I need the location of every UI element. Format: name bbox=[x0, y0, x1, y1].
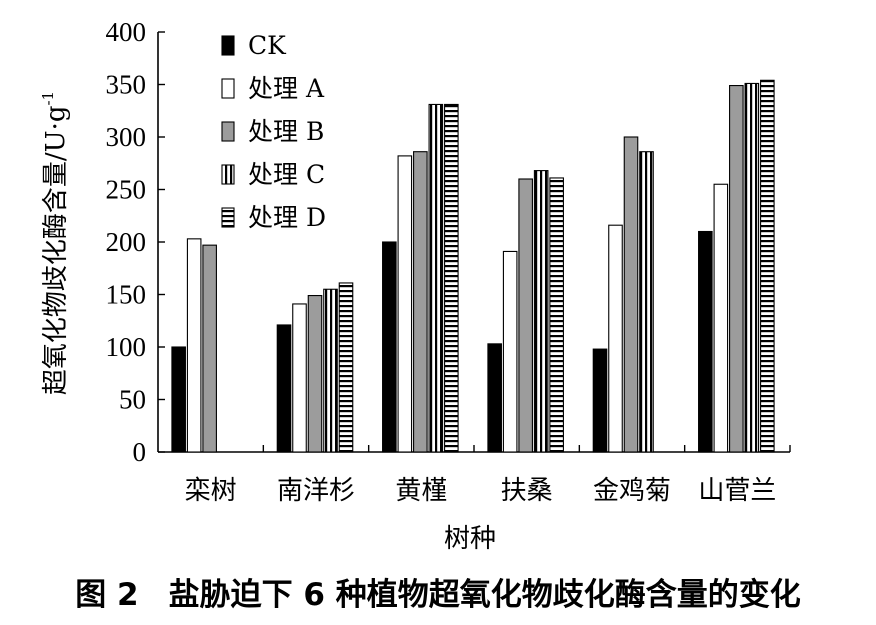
bar-3-4 bbox=[518, 178, 533, 453]
bar-2-2 bbox=[292, 303, 307, 453]
legend-swatch bbox=[221, 207, 235, 228]
bar-5-6 bbox=[760, 79, 775, 453]
bar-1-6 bbox=[698, 230, 713, 453]
legend-swatch bbox=[221, 35, 235, 56]
bar-1-2 bbox=[276, 324, 292, 453]
y-tick-label: 250 bbox=[106, 175, 147, 205]
legend-label: CK bbox=[248, 31, 287, 60]
y-tick-label: 350 bbox=[106, 70, 147, 100]
x-tick-label: 栾树 bbox=[185, 476, 237, 506]
bar-2-6 bbox=[713, 183, 729, 453]
bar-3-3 bbox=[413, 151, 428, 453]
figure-caption-label: 图 2 bbox=[75, 577, 138, 613]
bar-2-1 bbox=[186, 238, 202, 453]
bar-2-5 bbox=[608, 224, 623, 453]
x-tick-label: 扶桑 bbox=[501, 476, 553, 506]
figure-caption: 图 2 盐胁迫下 6 种植物超氧化物歧化酶含量的变化 bbox=[75, 577, 801, 613]
y-axis-title-superscript: -1 bbox=[39, 91, 57, 106]
figure-caption-text: 盐胁迫下 6 种植物超氧化物歧化酶含量的变化 bbox=[169, 577, 801, 613]
legend-swatch bbox=[221, 78, 235, 99]
x-axis-title: 树种 bbox=[444, 524, 496, 554]
y-axis-title: 超氧化物歧化酶含量/U·g-1 bbox=[39, 91, 71, 395]
bar-5-4 bbox=[549, 177, 564, 453]
bar-4-6 bbox=[744, 82, 760, 453]
bar-5-2 bbox=[338, 282, 354, 453]
x-tick-label: 金鸡菊 bbox=[593, 476, 671, 506]
axes: 0 50 100 150 200 250 300 350 400 栾树 南洋杉 黄槿 扶桑 金鸡菊 山菅兰 bbox=[106, 17, 791, 506]
y-tick-label: 400 bbox=[106, 17, 147, 47]
x-tick-label: 山菅兰 bbox=[698, 476, 776, 506]
bar-2-3 bbox=[397, 155, 413, 453]
bar-5-3 bbox=[444, 103, 459, 453]
bar-3-5 bbox=[623, 136, 639, 453]
legend-label: 处理 D bbox=[248, 203, 326, 232]
y-tick-label: 0 bbox=[133, 437, 147, 467]
bar-3-1 bbox=[202, 244, 217, 453]
legend: CK 处理 A 处理 B 处理 C 处理 D bbox=[221, 31, 326, 232]
bar-4-2 bbox=[323, 288, 338, 453]
bar-4-4 bbox=[533, 170, 549, 453]
legend-label: 处理 C bbox=[248, 160, 325, 189]
bar-4-5 bbox=[639, 151, 654, 453]
bar-3-2 bbox=[307, 294, 323, 453]
bar-1-1 bbox=[171, 346, 186, 453]
y-tick-label: 300 bbox=[106, 122, 147, 152]
y-tick-label: 150 bbox=[106, 280, 147, 310]
bar-1-3 bbox=[382, 241, 397, 453]
bars bbox=[171, 79, 775, 453]
bar-1-5 bbox=[592, 348, 608, 453]
x-tick-label: 南洋杉 bbox=[277, 476, 355, 506]
y-tick-label: 200 bbox=[106, 227, 147, 257]
bar-4-3 bbox=[428, 103, 444, 453]
bar-1-4 bbox=[487, 343, 502, 453]
legend-swatch bbox=[221, 164, 235, 185]
y-tick-label: 50 bbox=[119, 385, 146, 415]
bar-2-4 bbox=[502, 250, 518, 453]
legend-label: 处理 B bbox=[248, 117, 324, 146]
x-tick-label: 黄槿 bbox=[395, 476, 447, 506]
legend-label: 处理 A bbox=[248, 74, 325, 103]
bar-3-6 bbox=[729, 85, 744, 453]
y-axis-title-main: 超氧化物歧化酶含量/U·g bbox=[41, 106, 71, 396]
y-tick-label: 100 bbox=[106, 332, 147, 362]
legend-swatch bbox=[221, 121, 235, 142]
